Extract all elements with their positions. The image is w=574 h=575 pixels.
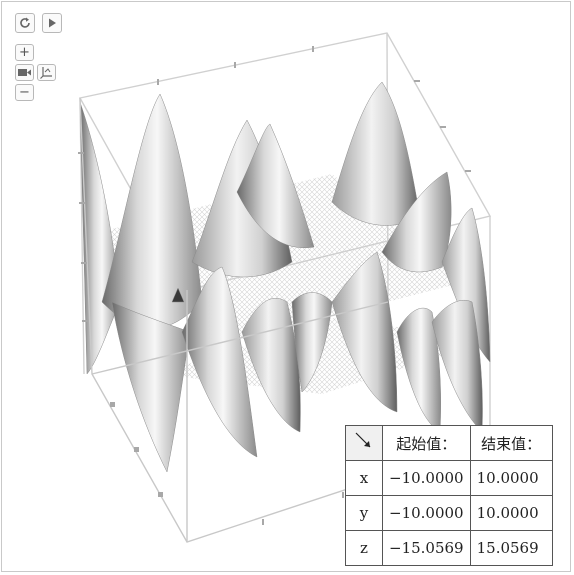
reset-button[interactable] [15, 13, 35, 33]
play-button[interactable] [42, 13, 62, 33]
axis-label: y [345, 495, 383, 531]
header-end: 结束值： [469, 425, 553, 461]
diagonal-arrow-icon [355, 432, 371, 448]
zoom-out-button[interactable]: − [15, 84, 34, 101]
axes-icon [40, 67, 52, 79]
table-header-row: 起始值： 结束值： [345, 425, 553, 461]
camera-button[interactable] [15, 64, 34, 81]
table-row: z −15.0569 15.0569 [345, 530, 553, 566]
zoom-in-button[interactable]: + [15, 44, 34, 61]
start-value[interactable]: −10.0000 [382, 495, 471, 531]
end-value[interactable]: 10.0000 [469, 460, 553, 496]
end-value[interactable]: 15.0569 [469, 530, 553, 566]
bounding-box-front [79, 97, 491, 543]
axis-label: x [345, 460, 383, 496]
table-row: y −10.0000 10.0000 [345, 495, 553, 531]
header-start: 起始值： [382, 425, 471, 461]
table-row: x −10.0000 10.0000 [345, 460, 553, 496]
refresh-icon [20, 17, 30, 28]
axis-ticks [78, 46, 471, 525]
camera-icon [18, 69, 31, 76]
start-value[interactable]: −10.0000 [382, 460, 471, 496]
axis-range-table: 起始值： 结束值： x −10.0000 10.0000 y −10.0000 … [345, 425, 553, 566]
axis-label: z [345, 530, 383, 566]
start-value[interactable]: −15.0569 [382, 530, 471, 566]
axes-toggle-button[interactable] [37, 64, 56, 81]
end-value[interactable]: 10.0000 [469, 495, 553, 531]
play-icon [49, 18, 56, 28]
table-corner [345, 425, 383, 461]
